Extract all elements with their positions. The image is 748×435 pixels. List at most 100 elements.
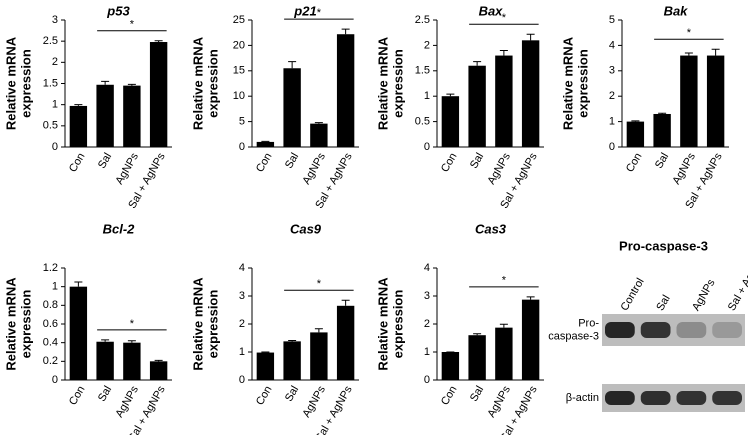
y-tick-label: 0.5 xyxy=(43,120,58,132)
error-bar xyxy=(526,296,535,300)
chart-title: p21 xyxy=(293,3,316,18)
y-tick-label: 2 xyxy=(424,318,430,330)
y-tick-label: 1 xyxy=(609,116,615,128)
bar xyxy=(310,123,328,147)
y-axis-label: expression xyxy=(18,49,33,118)
bar xyxy=(706,55,725,148)
y-tick-label: 2 xyxy=(609,90,615,102)
chart-title: Cas9 xyxy=(290,221,322,236)
y-axis-label: Relative mRNA xyxy=(560,36,575,130)
y-tick-label: 0.6 xyxy=(43,318,58,330)
bar xyxy=(283,341,301,380)
y-axis-label: expression xyxy=(205,290,220,359)
lane-label: Control xyxy=(619,276,647,313)
bar xyxy=(521,299,540,380)
bar xyxy=(123,342,141,380)
bar xyxy=(283,68,301,147)
x-tick-label: AgNPs xyxy=(485,151,513,187)
y-tick-label: 20 xyxy=(233,39,245,51)
bar xyxy=(96,341,114,380)
error-bar xyxy=(473,61,482,66)
y-axis-label: expression xyxy=(390,49,405,118)
y-tick-label: 1 xyxy=(52,99,58,111)
error-bar xyxy=(314,122,323,124)
error-bar xyxy=(101,339,110,342)
error-bar xyxy=(446,93,455,97)
y-tick-label: 0.8 xyxy=(43,299,58,311)
blot-band xyxy=(712,322,742,338)
blot-band xyxy=(676,322,707,338)
y-tick-label: 2 xyxy=(52,56,58,68)
y-axis-label: Relative mRNA xyxy=(3,277,18,371)
row-label: β-actin xyxy=(566,392,599,404)
x-tick-label: Con xyxy=(254,151,274,174)
y-axis-label: Relative mRNA xyxy=(190,36,205,130)
y-tick-label: 0 xyxy=(424,374,430,386)
x-tick-label: Sal xyxy=(96,384,114,404)
y-tick-label: 0 xyxy=(609,141,615,153)
y-tick-label: 0 xyxy=(424,141,430,153)
y-tick-label: 0 xyxy=(52,374,58,386)
chart-title: Cas3 xyxy=(475,221,507,236)
y-tick-label: 4 xyxy=(424,262,430,274)
blot-band xyxy=(605,391,635,405)
y-tick-label: 2.5 xyxy=(415,14,430,26)
error-bar xyxy=(473,333,482,336)
bar xyxy=(626,121,645,147)
y-tick-label: 2 xyxy=(424,39,430,51)
y-tick-label: 3 xyxy=(609,65,615,77)
bar xyxy=(256,352,275,380)
x-tick-label: Con xyxy=(254,384,274,407)
y-tick-label: 0 xyxy=(239,374,245,386)
bar xyxy=(69,105,88,147)
y-tick-label: 4 xyxy=(609,39,615,51)
significance-label: * xyxy=(317,7,322,19)
chart-title: Bak xyxy=(664,3,689,18)
error-bar xyxy=(101,80,110,85)
y-tick-label: 0 xyxy=(52,141,58,153)
x-tick-label: Sal xyxy=(468,384,486,404)
error-bar xyxy=(711,48,720,56)
y-tick-label: 2 xyxy=(239,318,245,330)
y-tick-label: 15 xyxy=(233,65,245,77)
y-tick-label: 0.5 xyxy=(415,116,430,128)
x-tick-label: AgNPs xyxy=(113,384,141,420)
blot-band xyxy=(712,391,742,405)
x-tick-label: AgNPs xyxy=(300,151,328,187)
significance-label: * xyxy=(317,278,322,290)
bar xyxy=(123,85,141,147)
y-tick-label: 10 xyxy=(233,90,245,102)
row-label: caspase-3 xyxy=(548,330,599,342)
x-tick-label: Con xyxy=(67,151,87,174)
significance-label: * xyxy=(130,318,135,330)
y-axis-label: expression xyxy=(390,290,405,359)
y-axis-label: expression xyxy=(205,49,220,118)
error-bar xyxy=(631,120,640,122)
bar xyxy=(521,40,540,147)
error-bar xyxy=(341,299,350,306)
lane-label: AgNPs xyxy=(690,277,718,313)
x-tick-label: Sal xyxy=(283,384,301,404)
error-bar xyxy=(341,28,350,35)
significance-label: * xyxy=(502,12,507,24)
blot-band xyxy=(640,322,671,338)
y-tick-label: 1.5 xyxy=(43,77,58,89)
bar xyxy=(653,113,671,147)
y-tick-label: 25 xyxy=(233,14,245,26)
y-tick-label: 1 xyxy=(424,90,430,102)
chart-title: Pro-caspase-3 xyxy=(619,238,708,253)
y-axis-label: Relative mRNA xyxy=(375,277,390,371)
y-axis-label: expression xyxy=(18,290,33,359)
y-tick-label: 4 xyxy=(239,262,245,274)
blot-band xyxy=(676,391,707,405)
y-tick-label: 1.5 xyxy=(415,65,430,77)
bar xyxy=(256,141,275,147)
error-bar xyxy=(314,328,323,333)
significance-label: * xyxy=(130,19,135,31)
bar xyxy=(441,96,460,147)
bar xyxy=(149,361,168,380)
error-bar xyxy=(154,359,163,362)
x-tick-label: Sal xyxy=(283,151,301,171)
y-tick-label: 1 xyxy=(52,281,58,293)
chart-title: Bcl-2 xyxy=(103,221,136,236)
